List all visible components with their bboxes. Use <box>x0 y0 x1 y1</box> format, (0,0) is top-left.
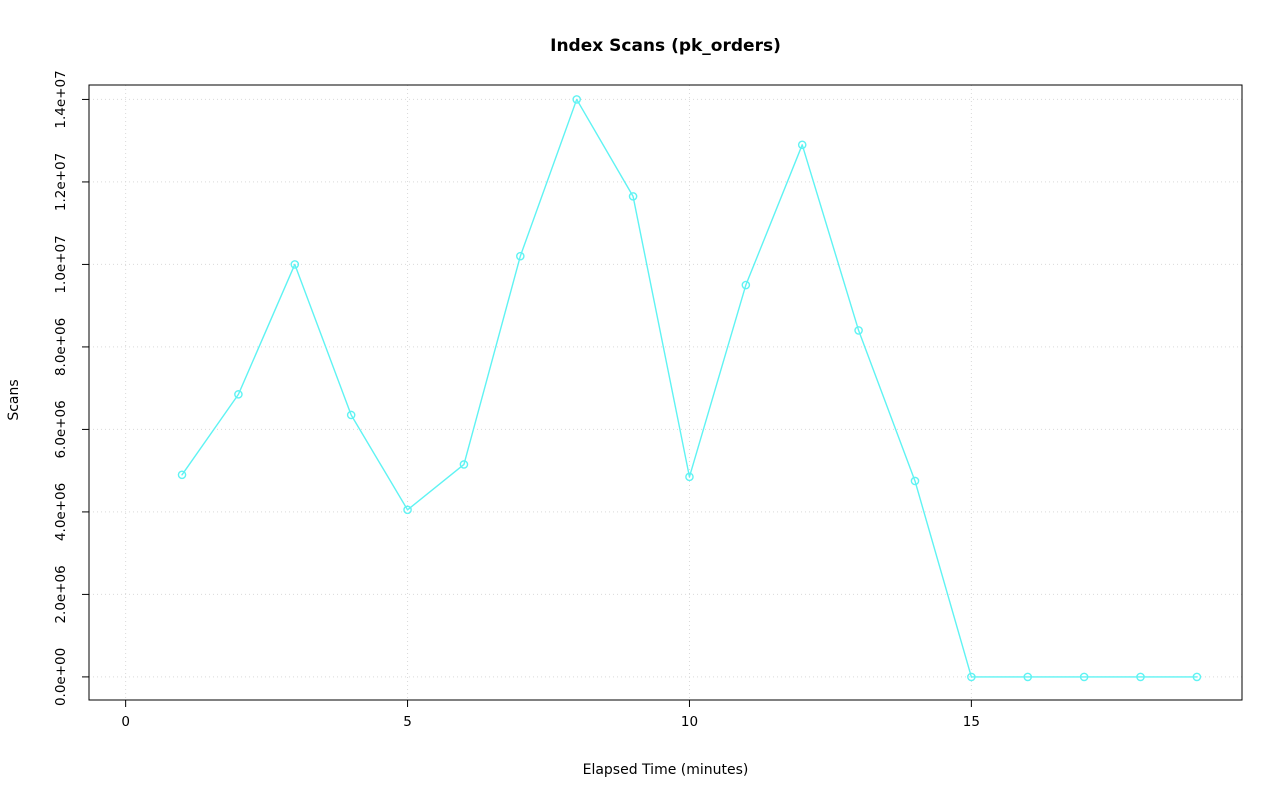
y-axis-title: Scans <box>6 379 22 421</box>
y-tick-label: 1.0e+07 <box>53 235 69 293</box>
x-axis-title: Elapsed Time (minutes) <box>582 762 749 778</box>
data-point <box>628 192 638 201</box>
data-point <box>797 140 807 150</box>
data-point <box>967 672 976 682</box>
data-point <box>516 251 525 261</box>
data-point <box>290 260 300 269</box>
data-point <box>346 410 356 420</box>
data-point <box>1079 672 1089 682</box>
x-tick-label: 15 <box>963 714 980 730</box>
data-point <box>403 505 412 515</box>
y-tick-label: 1.2e+07 <box>53 153 69 211</box>
x-tick-label: 5 <box>403 714 412 730</box>
x-tick-label: 10 <box>681 714 698 730</box>
y-tick-label: 8.0e+06 <box>53 318 69 376</box>
y-tick-label: 1.4e+07 <box>53 70 69 128</box>
data-point <box>459 460 469 469</box>
y-tick-label: 6.0e+06 <box>53 400 69 458</box>
y-tick-label: 0.0e+00 <box>53 648 69 706</box>
series-line <box>181 98 1198 678</box>
data-point <box>1192 672 1202 682</box>
plot-frame <box>88 84 1243 701</box>
chart-title: Index Scans (pk_orders) <box>550 36 781 56</box>
y-tick-label: 2.0e+06 <box>53 565 69 623</box>
data-point <box>854 326 863 335</box>
data-point <box>177 470 187 480</box>
data-point <box>1136 672 1145 682</box>
data-point <box>910 476 920 486</box>
data-point <box>685 472 694 482</box>
x-tick-label: 0 <box>121 714 130 730</box>
data-point <box>234 390 243 399</box>
y-tick-label: 4.0e+06 <box>53 483 69 541</box>
data-point <box>572 95 581 104</box>
data-point <box>741 280 751 290</box>
data-point <box>1023 672 1033 682</box>
